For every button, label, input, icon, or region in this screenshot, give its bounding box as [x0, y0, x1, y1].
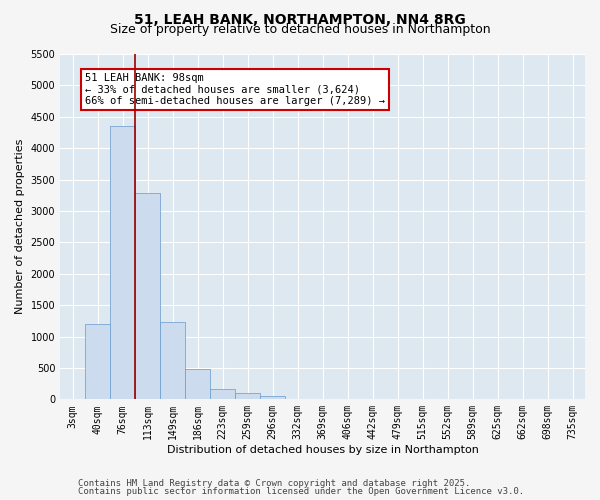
X-axis label: Distribution of detached houses by size in Northampton: Distribution of detached houses by size … [167, 445, 479, 455]
Bar [185, 369, 210, 400]
Text: 51 LEAH BANK: 98sqm
← 33% of detached houses are smaller (3,624)
66% of semi-det: 51 LEAH BANK: 98sqm ← 33% of detached ho… [85, 73, 385, 106]
Text: Size of property relative to detached houses in Northampton: Size of property relative to detached ho… [110, 22, 490, 36]
Bar [235, 393, 260, 400]
Text: Contains HM Land Registry data © Crown copyright and database right 2025.: Contains HM Land Registry data © Crown c… [78, 478, 470, 488]
Bar [85, 324, 110, 400]
Bar [260, 396, 285, 400]
Text: 51, LEAH BANK, NORTHAMPTON, NN4 8RG: 51, LEAH BANK, NORTHAMPTON, NN4 8RG [134, 12, 466, 26]
Bar [135, 194, 160, 400]
Bar [210, 388, 235, 400]
Y-axis label: Number of detached properties: Number of detached properties [15, 139, 25, 314]
Bar [160, 322, 185, 400]
Text: Contains public sector information licensed under the Open Government Licence v3: Contains public sector information licen… [78, 487, 524, 496]
Bar [110, 126, 135, 400]
